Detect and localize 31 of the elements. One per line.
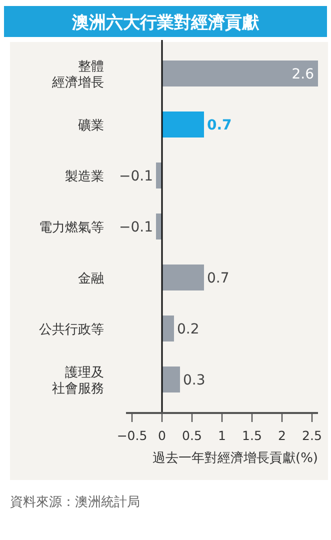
source-note: 資料來源：澳洲統計局 [10,495,140,510]
bar [162,264,204,290]
bar [162,316,174,342]
y-tick-label: 公共行政等 [39,322,104,338]
data-label: 0.7 [207,118,232,134]
x-tick-label: 2 [278,428,286,443]
data-label: 0.7 [207,270,230,286]
bar [162,60,318,86]
y-tick-label: 製造業 [65,170,104,184]
bar [162,112,204,138]
data-label: 2.6 [292,66,314,82]
bar [162,366,180,392]
bar [156,214,162,240]
x-tick-label: 1.5 [242,428,262,443]
x-tick-label: 0 [158,428,166,443]
y-tick-label: 護理及社會服務 [52,366,104,396]
x-axis-title: 過去一年對經濟增長貢獻(%) [152,451,318,466]
chart-title: 澳洲六大行業對經濟貢獻 [71,13,260,33]
y-tick-label: 金融 [78,272,104,286]
data-label: 0.2 [177,322,200,338]
x-tick-label: −0.5 [116,428,148,443]
x-tick-label: 1 [218,428,226,443]
y-tick-label: 電力燃氣等 [39,220,104,236]
y-tick-label: 整體經濟增長 [51,60,104,90]
data-label: 0.3 [183,372,206,388]
y-tick-label: 礦業 [78,118,104,134]
bar [156,162,162,188]
data-label: −0.1 [119,220,153,236]
data-label: −0.1 [119,168,153,184]
x-tick-label: 0.5 [182,428,202,443]
x-tick-label: 2.5 [302,428,322,443]
